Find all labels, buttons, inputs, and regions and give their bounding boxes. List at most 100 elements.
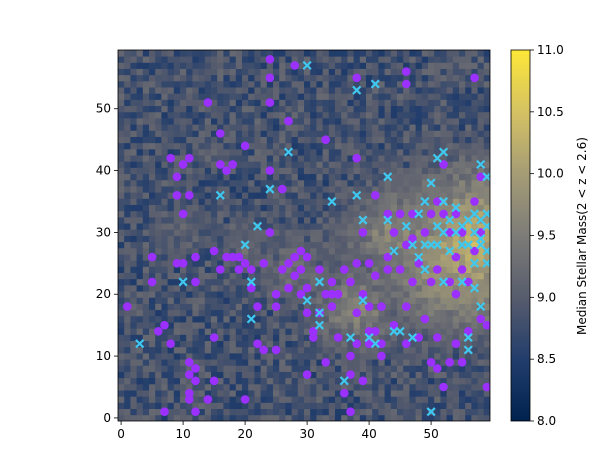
heatmap-cell — [266, 396, 274, 403]
heatmap-cell — [161, 371, 168, 379]
heatmap-cell — [211, 204, 218, 212]
heatmap-cell — [465, 56, 472, 63]
heatmap-cell — [366, 254, 373, 261]
heatmap-cell — [359, 68, 367, 76]
heatmap-cell — [415, 179, 423, 187]
heatmap-cell — [366, 247, 373, 255]
heatmap-cell — [483, 99, 490, 107]
circle-marker — [439, 160, 448, 169]
x-marker — [302, 60, 312, 71]
heatmap-cell — [242, 216, 249, 224]
heatmap-cell — [359, 142, 367, 150]
heatmap-cell — [316, 161, 323, 168]
heatmap-cell — [353, 148, 361, 156]
heatmap-cell — [217, 87, 224, 94]
heatmap-cell — [136, 278, 144, 286]
heatmap-cell — [248, 241, 255, 249]
heatmap-cell — [477, 167, 485, 175]
heatmap-cell — [452, 260, 460, 267]
heatmap-cell — [254, 284, 261, 292]
heatmap-cell — [452, 93, 460, 100]
heatmap-cell — [186, 328, 193, 335]
heatmap-cell — [310, 371, 317, 379]
heatmap-cell — [211, 216, 218, 224]
heatmap-cell — [459, 334, 466, 342]
heatmap-cell — [397, 352, 404, 360]
heatmap-cell — [415, 390, 423, 397]
heatmap-cell — [266, 297, 274, 304]
heatmap-cell — [167, 204, 175, 212]
heatmap-cell — [130, 291, 137, 298]
heatmap-cell — [403, 74, 410, 82]
circle-marker — [451, 339, 461, 349]
heatmap-cell — [310, 136, 317, 144]
heatmap-cell — [440, 68, 447, 76]
heatmap-cell — [198, 192, 206, 199]
heatmap-cell — [142, 204, 150, 212]
heatmap-cell — [192, 414, 199, 421]
heatmap-cell — [279, 414, 286, 421]
heatmap-cell — [155, 118, 162, 125]
heatmap-cell — [130, 254, 137, 261]
heatmap-cell — [173, 142, 181, 150]
heatmap-cell — [248, 173, 255, 181]
circle-marker — [358, 289, 368, 299]
heatmap-cell — [322, 148, 330, 156]
heatmap-cell — [167, 223, 175, 230]
circle-marker — [216, 160, 225, 169]
heatmap-cell — [235, 352, 243, 360]
heatmap-cell — [180, 56, 187, 63]
heatmap-cell — [341, 297, 348, 304]
heatmap-cell — [136, 402, 144, 410]
heatmap-cell — [149, 111, 156, 119]
heatmap-cell — [390, 272, 398, 280]
heatmap-cell — [192, 142, 199, 150]
x-tick-label: 30 — [299, 427, 314, 441]
heatmap-cell — [403, 99, 410, 107]
heatmap-cell — [266, 118, 274, 125]
heatmap-cell — [421, 359, 429, 366]
heatmap-cell — [291, 247, 299, 255]
heatmap-cell — [192, 62, 199, 69]
heatmap-cell — [359, 56, 367, 63]
heatmap-cell — [136, 87, 144, 94]
heatmap-cell — [421, 118, 429, 125]
heatmap-cell — [198, 68, 206, 76]
heatmap-cell — [409, 260, 416, 267]
heatmap-cell — [186, 68, 193, 76]
heatmap-cell — [384, 136, 392, 144]
heatmap-cell — [366, 383, 373, 391]
heatmap-cell — [297, 346, 305, 354]
heatmap-cell — [285, 179, 292, 187]
heatmap-cell — [130, 383, 137, 391]
heatmap-cell — [192, 105, 199, 113]
heatmap-cell — [198, 161, 206, 168]
heatmap-cell — [217, 297, 224, 304]
heatmap-cell — [198, 390, 206, 397]
heatmap-cell — [397, 223, 404, 230]
heatmap-cell — [403, 111, 410, 119]
heatmap-cell — [124, 56, 131, 63]
heatmap-cell — [266, 383, 274, 391]
heatmap-cell — [459, 408, 466, 416]
heatmap-cell — [242, 235, 249, 243]
heatmap-cell — [254, 204, 261, 212]
heatmap-cell — [428, 235, 435, 243]
heatmap-cell — [483, 309, 490, 317]
heatmap-cell — [254, 87, 261, 94]
heatmap-cell — [242, 303, 249, 311]
heatmap-cell — [446, 148, 454, 156]
heatmap-cell — [291, 155, 299, 162]
heatmap-cell — [161, 396, 168, 403]
heatmap-cell — [167, 167, 175, 175]
heatmap-cell — [397, 216, 404, 224]
heatmap-cell — [440, 105, 447, 113]
heatmap-cell — [347, 284, 354, 292]
heatmap-cell — [198, 173, 206, 181]
heatmap-cell — [136, 124, 144, 131]
heatmap-cell — [366, 111, 373, 119]
heatmap-cell — [192, 93, 199, 100]
heatmap-cell — [180, 99, 187, 107]
heatmap-cell — [291, 291, 299, 298]
heatmap-cell — [304, 111, 311, 119]
